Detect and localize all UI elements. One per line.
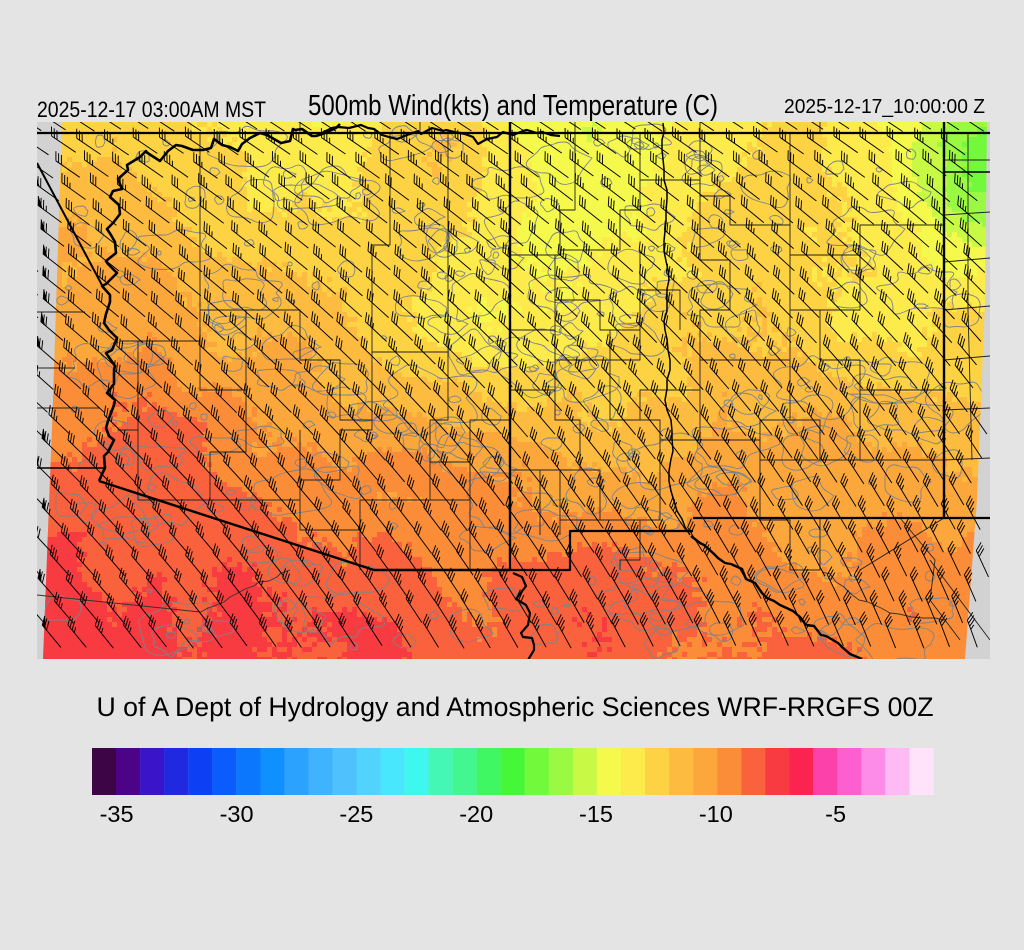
svg-text:-25: -25 xyxy=(339,801,373,827)
svg-text:-10: -10 xyxy=(699,801,733,827)
svg-text:-30: -30 xyxy=(220,801,254,827)
svg-text:-15: -15 xyxy=(579,801,613,827)
svg-text:-20: -20 xyxy=(459,801,493,827)
svg-text:-35: -35 xyxy=(100,801,134,827)
svg-text:2025-12-17 03:00AM MST: 2025-12-17 03:00AM MST xyxy=(37,97,266,122)
svg-text:500mb Wind(kts) and Temperatur: 500mb Wind(kts) and Temperature (C) xyxy=(308,90,718,122)
svg-text:2025-12-17_10:00:00 Z: 2025-12-17_10:00:00 Z xyxy=(784,96,985,118)
svg-text:-5: -5 xyxy=(825,801,846,827)
svg-text:U of A Dept of Hydrology and A: U of A Dept of Hydrology and Atmospheric… xyxy=(97,692,934,722)
